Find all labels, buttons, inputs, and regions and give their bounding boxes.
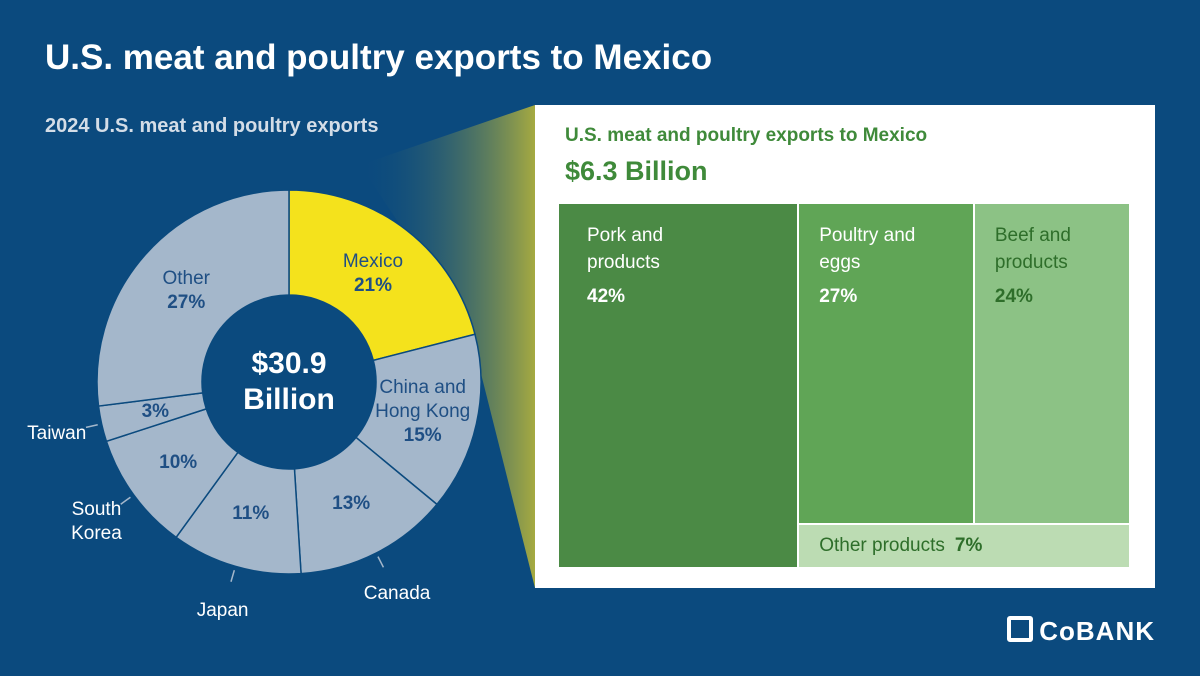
treemap-name: Other products <box>819 534 945 556</box>
slice-value: 21% <box>353 274 392 296</box>
slice-value: 11% <box>232 502 270 524</box>
donut-title: 2024 U.S. meat and poultry exports <box>45 115 379 137</box>
slice-name: China and Hong Kong <box>375 376 471 422</box>
donut-center-label: $30.9 Billion <box>243 347 335 416</box>
treemap-total: $6.3 Billion <box>565 156 708 186</box>
page-title: U.S. meat and poultry exports to Mexico <box>45 38 713 77</box>
treemap-value: 7% <box>954 534 983 556</box>
treemap-name: Beef and products <box>994 225 1071 273</box>
treemap-value: 27% <box>819 286 858 307</box>
slice-label: 3% <box>142 400 169 424</box>
donut-slice <box>288 189 476 362</box>
slice-name-outside: Canada <box>363 583 431 605</box>
slice-label: China and Hong Kong 15% <box>368 376 478 448</box>
leader-line <box>230 570 236 582</box>
logo-text: CoBANK <box>1039 616 1155 646</box>
slice-label: Other 27% <box>131 267 241 315</box>
treemap-cell: Other products 7% <box>798 523 1130 568</box>
treemap-name: Pork and products <box>587 225 664 273</box>
donut-slice <box>96 189 290 407</box>
treemap-value: 42% <box>587 286 626 307</box>
slice-name: Mexico <box>342 250 404 272</box>
donut-slice <box>354 333 482 506</box>
slice-value: 27% <box>167 292 206 314</box>
slice-name-outside: Japan <box>196 599 249 621</box>
leader-line <box>120 496 131 505</box>
treemap-cell: Poultry and eggs 27% <box>798 203 974 524</box>
slice-label: Mexico 21% <box>318 250 428 298</box>
slice-value: 10% <box>159 451 198 473</box>
slice-name-outside: South Korea <box>71 498 122 544</box>
treemap-cell: Pork and products 42% <box>558 203 799 568</box>
slice-label: 10% <box>159 451 197 475</box>
slice-label: 13% <box>332 492 370 516</box>
logo-icon <box>1007 616 1034 642</box>
slice-name-outside: Taiwan <box>27 422 87 444</box>
zoom-connector <box>360 105 535 588</box>
treemap-value: 24% <box>994 286 1033 307</box>
slice-label: 11% <box>232 502 269 526</box>
slice-value: 13% <box>332 493 371 515</box>
treemap-name: Poultry and eggs <box>819 225 916 273</box>
slice-value: 15% <box>403 424 442 446</box>
slice-name: Other <box>162 268 210 290</box>
leader-line <box>377 556 385 568</box>
treemap-title: U.S. meat and poultry exports to Mexico <box>565 125 928 146</box>
slice-value: 3% <box>141 400 170 422</box>
logo: CoBANK <box>1007 616 1155 647</box>
treemap-cell: Beef and products 24% <box>973 203 1130 524</box>
treemap-row-label: Other products 7% <box>819 535 982 557</box>
leader-line <box>85 424 98 429</box>
